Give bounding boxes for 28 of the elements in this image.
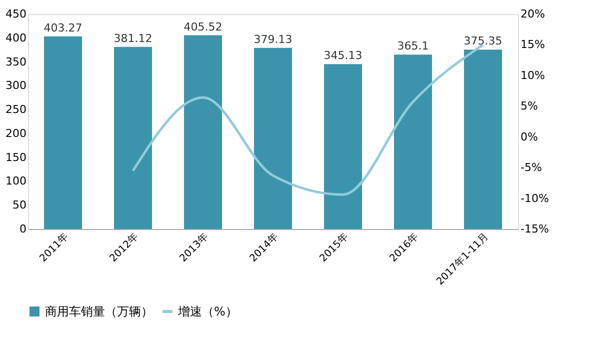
y-tick-label: 450	[6, 8, 26, 20]
legend-label: 增速（%）	[177, 304, 238, 318]
y-tick-label: 200	[6, 126, 26, 140]
y-tick-label: 0	[20, 222, 26, 236]
y-tick-label: 250	[6, 103, 26, 116]
y-tick-label: 100	[6, 174, 26, 188]
y2-tick-label: -10%	[520, 192, 549, 205]
data-label: 381.12	[114, 32, 152, 45]
y-tick-label: 50	[12, 198, 26, 212]
y2-tick-label: -5%	[520, 161, 542, 174]
y2-tick-label: 20%	[520, 8, 545, 20]
legend-label: 商用车销量（万辆）	[45, 304, 153, 318]
y-tick-label: 150	[6, 150, 26, 164]
data-label: 379.13	[254, 32, 292, 46]
data-label: 403.27	[44, 21, 82, 34]
y-tick-label: 400	[6, 31, 26, 44]
y2-tick-label: 5%	[520, 100, 538, 113]
y-tick-label: 300	[6, 79, 26, 92]
data-label: 345.13	[324, 49, 362, 62]
y2-tick-label: 0%	[520, 130, 538, 144]
y-tick-label: 350	[6, 55, 26, 68]
y2-tick-label: -15%	[520, 222, 549, 236]
line-series	[132, 43, 484, 196]
y2-tick-label: 10%	[520, 68, 545, 82]
data-label: 365.1	[397, 40, 429, 53]
data-label: 375.35	[464, 34, 502, 48]
data-label: 405.52	[184, 20, 222, 34]
y2-tick-label: 15%	[520, 38, 545, 52]
